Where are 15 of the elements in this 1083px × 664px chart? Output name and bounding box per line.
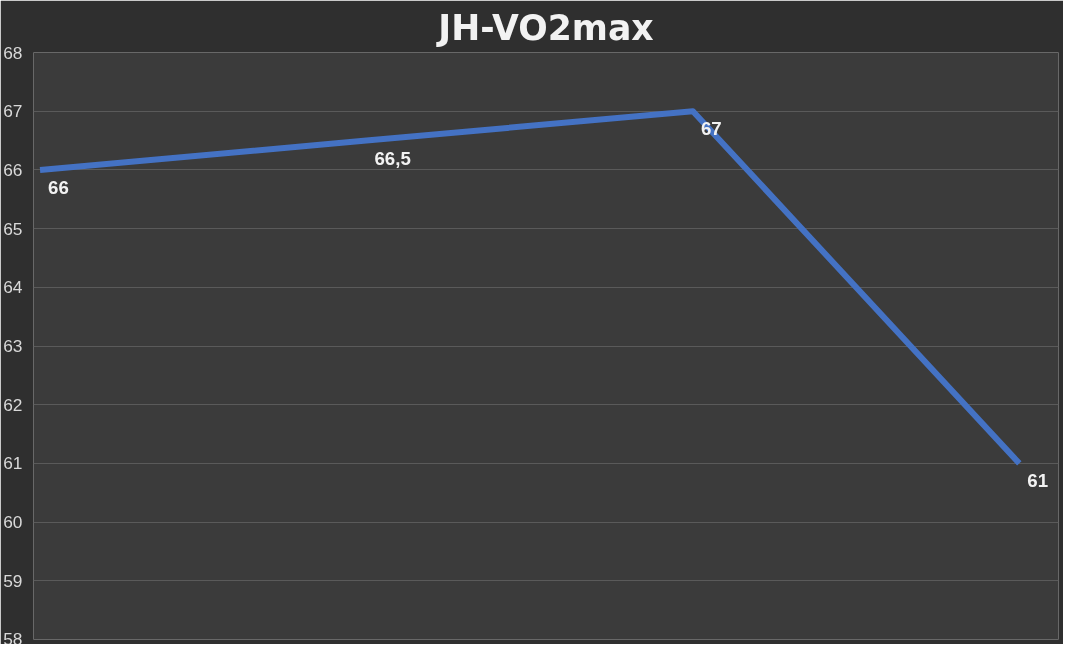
y-tick-label: 62 [3, 394, 23, 415]
y-tick-label: 64 [3, 277, 23, 298]
y-tick-label: 58 [3, 628, 23, 649]
data-label: 66,5 [374, 147, 411, 169]
data-label: 61 [1027, 470, 1049, 492]
data-label: 66 [48, 176, 69, 198]
y-tick-label: 61 [3, 453, 23, 474]
y-tick-label: 65 [3, 218, 23, 239]
y-tick-label: 67 [3, 101, 23, 122]
y-tick-label: 59 [3, 570, 23, 591]
chart-title: JH-VO2max [436, 7, 654, 48]
y-tick-label: 60 [3, 512, 23, 533]
y-tick-label: 68 [3, 42, 23, 63]
y-tick-label: 66 [3, 159, 23, 180]
y-tick-label: 63 [3, 336, 23, 356]
